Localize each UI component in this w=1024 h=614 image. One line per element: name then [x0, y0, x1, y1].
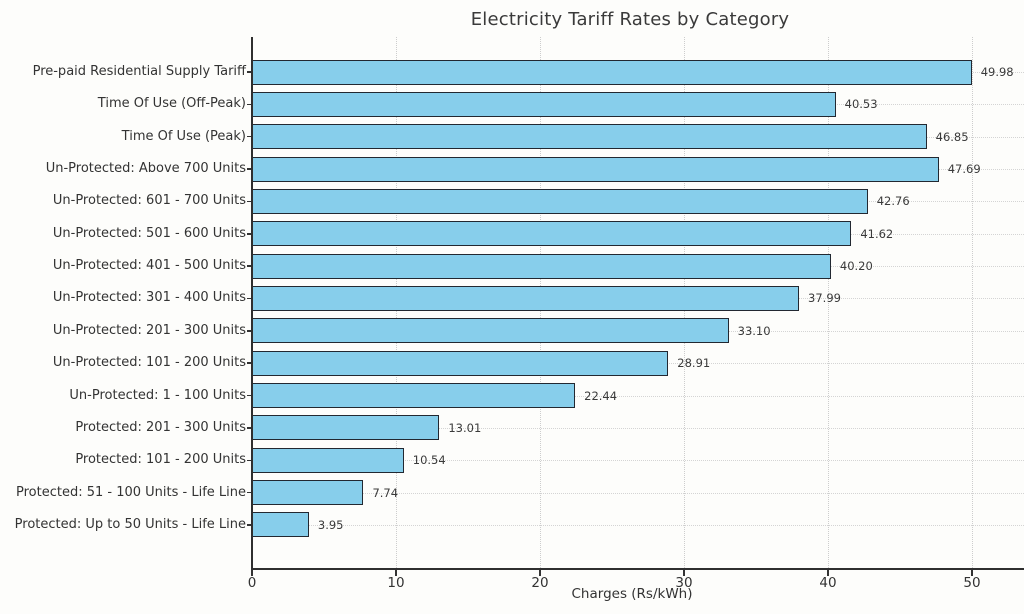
bar: [252, 59, 972, 85]
x-tick-label: 40: [819, 575, 837, 591]
bar: [252, 221, 852, 247]
y-axis-category-label: Time Of Use (Off-Peak): [97, 96, 246, 112]
x-tick-label: 20: [531, 575, 549, 591]
h-gridline: [252, 427, 1024, 429]
bar-value-label: 10.54: [412, 453, 446, 468]
bar-value-label: 22.44: [584, 388, 618, 403]
y-axis-category-label: Un-Protected: 401 - 500 Units: [52, 258, 246, 274]
bar-value-label: 7.74: [372, 485, 399, 500]
bar-value-label: 28.91: [677, 356, 711, 371]
y-tick: [247, 362, 252, 364]
bar: [252, 415, 440, 441]
y-tick: [247, 103, 252, 106]
y-axis-category-label: Pre-paid Residential Supply Tariff: [32, 64, 246, 79]
y-tick: [247, 233, 252, 235]
h-gridline: [252, 524, 1024, 526]
h-gridline: [252, 395, 1024, 397]
bar-value-label: 37.99: [808, 291, 841, 306]
y-tick: [247, 491, 252, 494]
bar: [252, 512, 309, 538]
y-tick: [247, 297, 252, 300]
bar-value-label: 47.69: [947, 162, 981, 177]
x-tick-label: 10: [387, 575, 405, 591]
bar-value-label: 46.85: [935, 129, 969, 144]
y-tick: [247, 135, 252, 138]
y-axis-category-label: Un-Protected: 501 - 600 Units: [52, 225, 246, 241]
x-tick: [827, 570, 829, 576]
bar: [252, 124, 927, 150]
bar-value-label: 49.98: [980, 65, 1014, 79]
x-tick-label: 0: [247, 575, 257, 591]
x-tick: [683, 570, 685, 576]
y-axis-category-label: Un-Protected: 1 - 100 Units: [69, 387, 246, 403]
x-tick: [395, 570, 397, 576]
bar: [252, 318, 729, 344]
x-axis-label: Charges (Rs/kWh): [571, 586, 693, 602]
y-axis-category-label: Protected: 51 - 100 Units - Life Line: [15, 484, 246, 500]
bar: [252, 156, 939, 182]
bar: [252, 285, 800, 311]
y-tick: [247, 524, 252, 526]
bar: [252, 447, 404, 473]
bar-value-label: 41.62: [860, 226, 894, 241]
v-gridline: [972, 37, 973, 568]
y-tick: [247, 200, 252, 203]
bar-value-label: 13.01: [448, 420, 482, 435]
y-axis-category-label: Protected: 201 - 300 Units: [75, 419, 246, 435]
bar: [252, 480, 364, 506]
bar-value-label: 40.20: [839, 259, 873, 274]
y-tick: [247, 330, 252, 332]
bar-value-label: 33.10: [737, 323, 771, 338]
x-tick-label: 50: [963, 575, 981, 591]
y-tick: [247, 427, 252, 429]
bar: [252, 350, 669, 376]
x-tick: [251, 570, 253, 576]
y-axis-category-label: Un-Protected: Above 700 Units: [45, 161, 246, 177]
bar: [252, 253, 831, 279]
y-axis-category-label: Time Of Use (Peak): [121, 128, 246, 144]
x-tick: [539, 570, 541, 576]
y-tick: [247, 459, 252, 462]
bar: [252, 91, 836, 117]
y-axis-spine: [251, 37, 253, 568]
x-tick: [971, 570, 973, 576]
y-tick: [247, 168, 252, 170]
bar: [252, 188, 868, 214]
v-gridline: [828, 37, 829, 568]
y-axis-category-label: Protected: Up to 50 Units - Life Line: [14, 516, 246, 532]
x-tick-label: 30: [675, 575, 693, 591]
bar: [252, 383, 576, 409]
y-axis-category-label: Un-Protected: 301 - 400 Units: [52, 290, 246, 306]
y-tick: [247, 71, 252, 73]
y-axis-category-label: Protected: 101 - 200 Units: [75, 452, 246, 468]
y-tick: [247, 394, 252, 397]
bar-value-label: 42.76: [876, 194, 910, 209]
y-tick: [247, 265, 252, 267]
bar-value-label: 40.53: [844, 97, 878, 112]
h-gridline: [252, 460, 1024, 462]
h-gridline: [252, 492, 1024, 494]
chart-title: Electricity Tariff Rates by Category: [470, 9, 790, 30]
x-axis-spine: [251, 568, 1024, 570]
y-axis-category-label: Un-Protected: 201 - 300 Units: [52, 322, 246, 338]
bar-value-label: 3.95: [317, 517, 344, 532]
y-axis-category-label: Un-Protected: 601 - 700 Units: [52, 193, 246, 209]
y-axis-category-label: Un-Protected: 101 - 200 Units: [52, 355, 246, 371]
